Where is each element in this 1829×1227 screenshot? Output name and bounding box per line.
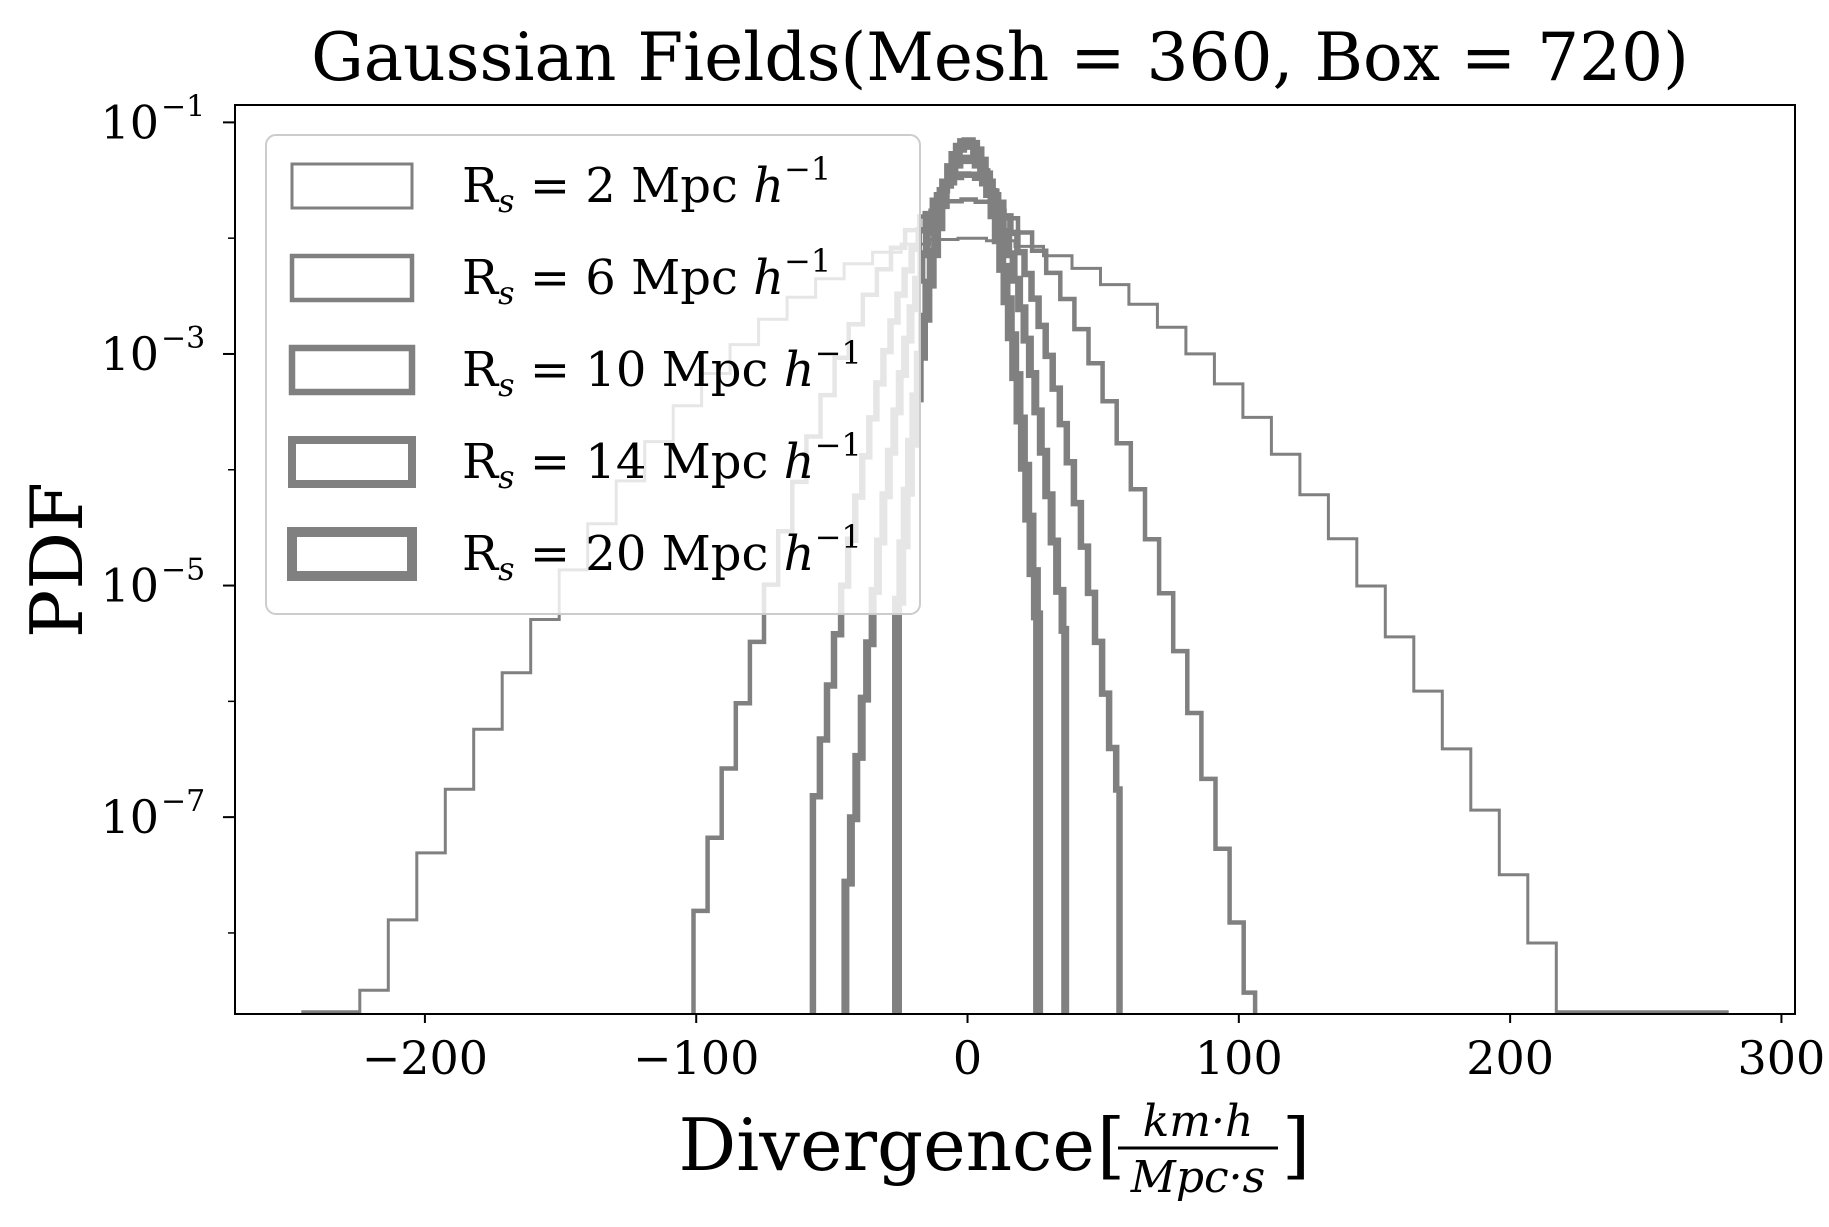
legend-label: Rs = 6 Mpc h−1 — [462, 242, 831, 312]
x-axis-label: Divergence [ km·h Mpc·s ] — [679, 1096, 1311, 1203]
series-line-1 — [301, 236, 1729, 1014]
chart-title: Gaussian Fields(Mesh = 360, Box = 720) — [311, 19, 1689, 96]
plot-frame — [234, 104, 1796, 1015]
y-tick-label: 10 — [100, 559, 159, 613]
x-axis-label-bracket-close: ] — [1282, 1103, 1310, 1187]
x-axis-unit-numerator: km·h — [1143, 1096, 1254, 1147]
legend: Rs = 2 Mpc h−1 Rs = 6 Mpc h−1 Rs = 10 Mpc … — [265, 134, 921, 615]
legend-entry: Rs = 6 Mpc h−1 — [289, 242, 831, 312]
legend-swatch — [287, 527, 417, 581]
y-tick-label: 10 — [100, 790, 159, 844]
legend-entries: Rs = 2 Mpc h−1 Rs = 6 Mpc h−1 Rs = 10 Mpc … — [287, 150, 862, 588]
legend-swatch — [289, 253, 415, 303]
x-axis-unit-denominator: Mpc·s — [1130, 1152, 1265, 1203]
y-tick-label: 10 — [100, 327, 159, 381]
legend-swatch — [288, 436, 416, 488]
x-tick-label: 0 — [953, 1031, 982, 1085]
legend-label: Rs = 14 Mpc h−1 — [462, 426, 862, 496]
y-axis-label: PDF — [15, 482, 99, 638]
legend-entry: Rs = 20 Mpc h−1 — [287, 518, 862, 588]
y-tick-label: 10 — [100, 95, 159, 149]
legend-entry: Rs = 10 Mpc h−1 — [288, 334, 862, 404]
x-axis-label-bracket-open: [ — [1097, 1103, 1125, 1187]
y-axis-ticks: 10−110−310−510−7 — [100, 89, 235, 934]
x-tick-label: −200 — [362, 1031, 488, 1085]
y-tick-exponent: −7 — [161, 784, 205, 819]
legend-label: Rs = 20 Mpc h−1 — [462, 518, 862, 588]
legend-label: Rs = 10 Mpc h−1 — [462, 334, 862, 404]
legend-entry: Rs = 2 Mpc h−1 — [290, 150, 831, 220]
x-tick-label: 200 — [1466, 1031, 1554, 1085]
legend-box — [265, 134, 921, 615]
x-tick-label: 100 — [1195, 1031, 1283, 1085]
legend-swatch — [290, 162, 414, 210]
legend-label: Rs = 2 Mpc h−1 — [462, 150, 831, 220]
x-tick-label: 300 — [1738, 1031, 1826, 1085]
x-axis-ticks: −200 −100 0 100 200 300 — [362, 1014, 1826, 1085]
x-tick-label: −100 — [633, 1031, 759, 1085]
y-tick-exponent: −3 — [161, 321, 205, 356]
x-axis-label-text: Divergence — [679, 1103, 1095, 1187]
y-tick-exponent: −1 — [161, 89, 205, 124]
legend-swatch — [288, 344, 416, 396]
y-tick-exponent: −5 — [161, 553, 205, 588]
legend-entry: Rs = 14 Mpc h−1 — [288, 426, 862, 496]
